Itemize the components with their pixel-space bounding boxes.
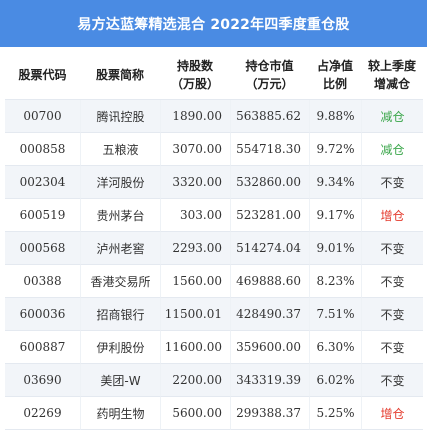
cell-value: 554718.30 <box>230 133 309 166</box>
cell-ratio: 6.30% <box>309 331 361 364</box>
cell-name: 泸州老窖 <box>80 232 160 265</box>
cell-change: 不变 <box>361 232 423 265</box>
cell-value: 299388.37 <box>230 397 309 430</box>
cell-code: 02269 <box>5 397 80 430</box>
cell-ratio: 9.17% <box>309 199 361 232</box>
header-row: 股票代码 股票简称 持股数 （万股） 持仓市值 （万元） 占净值 比例 较上季度 增减仓 <box>5 51 423 100</box>
cell-ratio: 7.51% <box>309 298 361 331</box>
header-value: 持仓市值 （万元） <box>230 51 309 100</box>
cell-change: 增仓 <box>361 397 423 430</box>
table-row: 600519 贵州茅台 303.00 523281.00 9.17% 增仓 <box>5 199 423 232</box>
cell-shares: 3320.00 <box>160 166 230 199</box>
cell-shares: 5600.00 <box>160 397 230 430</box>
table-row: 600887 伊利股份 11600.00 359600.00 6.30% 不变 <box>5 331 423 364</box>
cell-value: 428490.37 <box>230 298 309 331</box>
cell-value: 359600.00 <box>230 331 309 364</box>
cell-shares: 11600.00 <box>160 331 230 364</box>
cell-change: 不变 <box>361 364 423 397</box>
cell-value: 343319.39 <box>230 364 309 397</box>
table-row: 000858 五粮液 3070.00 554718.30 9.72% 减仓 <box>5 133 423 166</box>
cell-value: 532860.00 <box>230 166 309 199</box>
cell-value: 563885.62 <box>230 100 309 133</box>
table-row: 000568 泸州老窖 2293.00 514274.04 9.01% 不变 <box>5 232 423 265</box>
cell-ratio: 9.72% <box>309 133 361 166</box>
cell-code: 00700 <box>5 100 80 133</box>
table-row: 00388 香港交易所 1560.00 469888.60 8.23% 不变 <box>5 265 423 298</box>
cell-shares: 2293.00 <box>160 232 230 265</box>
cell-code: 03690 <box>5 364 80 397</box>
table-header: 股票代码 股票简称 持股数 （万股） 持仓市值 （万元） 占净值 比例 较上季度 增减仓 <box>5 51 423 100</box>
table-row: 00700 腾讯控股 1890.00 563885.62 9.88% 减仓 <box>5 100 423 133</box>
cell-shares: 1890.00 <box>160 100 230 133</box>
cell-value: 514274.04 <box>230 232 309 265</box>
cell-ratio: 8.23% <box>309 265 361 298</box>
table-row: 600036 招商银行 11500.01 428490.37 7.51% 不变 <box>5 298 423 331</box>
cell-value: 523281.00 <box>230 199 309 232</box>
cell-value: 469888.60 <box>230 265 309 298</box>
header-change: 较上季度 增减仓 <box>361 51 423 100</box>
cell-name: 药明生物 <box>80 397 160 430</box>
cell-name: 招商银行 <box>80 298 160 331</box>
cell-name: 贵州茅台 <box>80 199 160 232</box>
cell-shares: 11500.01 <box>160 298 230 331</box>
cell-shares: 303.00 <box>160 199 230 232</box>
cell-name: 腾讯控股 <box>80 100 160 133</box>
cell-change: 不变 <box>361 166 423 199</box>
cell-change: 增仓 <box>361 199 423 232</box>
cell-ratio: 9.88% <box>309 100 361 133</box>
cell-code: 600036 <box>5 298 80 331</box>
cell-name: 伊利股份 <box>80 331 160 364</box>
cell-name: 洋河股份 <box>80 166 160 199</box>
page-title: 易方达蓝筹精选混合 2022年四季度重仓股 <box>0 0 427 47</box>
cell-ratio: 5.25% <box>309 397 361 430</box>
header-code: 股票代码 <box>5 51 80 100</box>
cell-code: 600519 <box>5 199 80 232</box>
table-row: 03690 美团-W 2200.00 343319.39 6.02% 不变 <box>5 364 423 397</box>
table-row: 02269 药明生物 5600.00 299388.37 5.25% 增仓 <box>5 397 423 430</box>
cell-ratio: 9.01% <box>309 232 361 265</box>
header-ratio: 占净值 比例 <box>309 51 361 100</box>
cell-name: 香港交易所 <box>80 265 160 298</box>
cell-ratio: 6.02% <box>309 364 361 397</box>
cell-shares: 1560.00 <box>160 265 230 298</box>
cell-code: 000568 <box>5 232 80 265</box>
cell-change: 减仓 <box>361 100 423 133</box>
cell-name: 美团-W <box>80 364 160 397</box>
cell-name: 五粮液 <box>80 133 160 166</box>
cell-change: 减仓 <box>361 133 423 166</box>
cell-ratio: 9.34% <box>309 166 361 199</box>
cell-change: 不变 <box>361 265 423 298</box>
cell-change: 不变 <box>361 331 423 364</box>
header-name: 股票简称 <box>80 51 160 100</box>
cell-shares: 3070.00 <box>160 133 230 166</box>
cell-change: 不变 <box>361 298 423 331</box>
header-shares: 持股数 （万股） <box>160 51 230 100</box>
cell-shares: 2200.00 <box>160 364 230 397</box>
cell-code: 000858 <box>5 133 80 166</box>
cell-code: 002304 <box>5 166 80 199</box>
table-row: 002304 洋河股份 3320.00 532860.00 9.34% 不变 <box>5 166 423 199</box>
cell-code: 00388 <box>5 265 80 298</box>
cell-code: 600887 <box>5 331 80 364</box>
table-body: 00700 腾讯控股 1890.00 563885.62 9.88% 减仓 000858 五粮… <box>5 100 423 430</box>
holdings-table: 股票代码 股票简称 持股数 （万股） 持仓市值 （万元） 占净值 比例 较上季度 增减仓… <box>5 51 423 430</box>
